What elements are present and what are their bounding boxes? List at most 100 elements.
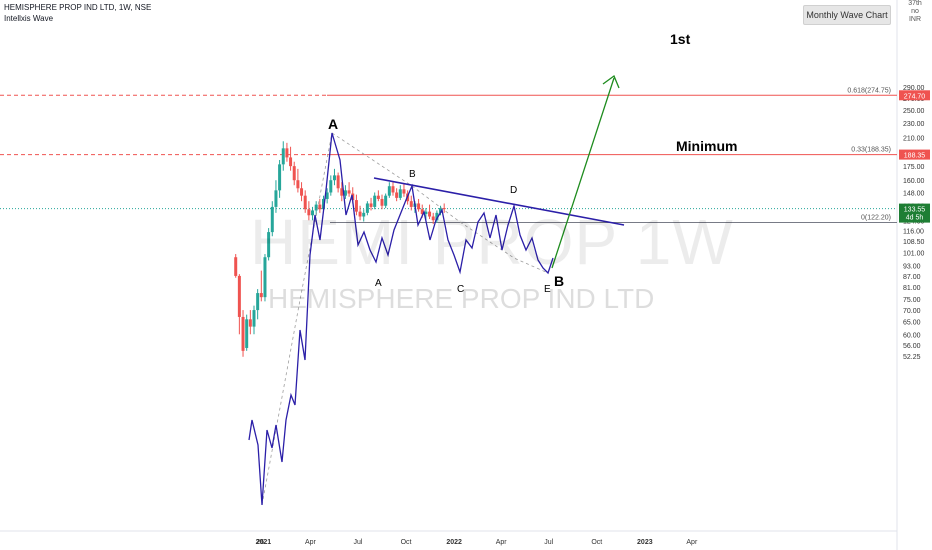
price-tick-label: 148.00 (903, 190, 925, 197)
candle-body[interactable] (245, 319, 249, 348)
candle-body[interactable] (248, 319, 252, 327)
projection-arrow[interactable] (551, 77, 615, 269)
candle-body[interactable] (398, 189, 402, 198)
candle-body[interactable] (307, 209, 311, 216)
candle-body[interactable] (420, 209, 424, 215)
candle-body[interactable] (428, 211, 432, 217)
candle-body[interactable] (354, 200, 358, 212)
candle-body[interactable] (311, 210, 315, 216)
candle-body[interactable] (252, 310, 256, 327)
candle-body[interactable] (256, 293, 260, 311)
candle-body[interactable] (384, 195, 388, 206)
candle-body[interactable] (270, 206, 274, 233)
sub-wave-label: E (544, 284, 551, 295)
candle-body[interactable] (321, 198, 325, 210)
candle-body[interactable] (267, 232, 271, 258)
candle-body[interactable] (241, 316, 245, 351)
time-tick-label: Oct (401, 539, 412, 546)
level-price-tag (899, 90, 930, 101)
sub-wave-label: A (375, 278, 382, 289)
candle-body[interactable] (373, 195, 377, 207)
bar-countdown-text: 4d 5h (906, 215, 924, 222)
level-price-tag (899, 149, 930, 160)
time-tick-label: 2021 (256, 539, 272, 546)
candle-body[interactable] (263, 257, 267, 298)
candle-body[interactable] (391, 186, 395, 193)
fib-level-label: 0.618(274.75) (847, 87, 891, 94)
price-tick-label: 210.00 (903, 136, 925, 143)
candle-body[interactable] (439, 208, 443, 213)
price-tick-label: 101.00 (903, 250, 925, 257)
fib-level-label: 0.33(188.35) (851, 147, 891, 154)
candle-body[interactable] (234, 257, 238, 276)
candle-body[interactable] (278, 164, 282, 191)
target-label-minimum: Minimum (676, 138, 737, 154)
candle-body[interactable] (362, 212, 366, 217)
wave-label-major-a: A (328, 116, 338, 132)
symbol-legend[interactable]: HEMISPHERE PROP IND LTD, 1W, NSE (4, 3, 152, 12)
candle-body[interactable] (237, 275, 241, 317)
price-tick-label: 56.00 (903, 343, 921, 350)
time-tick-label: 26 (256, 539, 264, 546)
candle-body[interactable] (274, 190, 278, 207)
candle-body[interactable] (289, 157, 293, 167)
triangle-trendline[interactable] (373, 177, 625, 226)
candle-body[interactable] (292, 166, 296, 181)
candle-body[interactable] (259, 293, 263, 298)
price-tick-label: 60.00 (903, 332, 921, 339)
candle-body[interactable] (336, 175, 340, 189)
candle-body[interactable] (343, 190, 347, 196)
candle-body[interactable] (358, 211, 362, 217)
candle-body[interactable] (318, 204, 322, 210)
level-price-tag-text: 188.35 (904, 153, 926, 160)
wave-zigzag[interactable] (248, 132, 554, 506)
time-tick-label: Oct (591, 539, 602, 546)
price-tick-label: 290.00 (903, 85, 925, 92)
candle-body[interactable] (387, 186, 391, 196)
candle-body[interactable] (376, 195, 380, 199)
candle-body[interactable] (296, 180, 300, 189)
price-tick-label: 108.50 (903, 239, 925, 246)
currency-line-2: INR (908, 16, 922, 23)
candle-body[interactable] (300, 188, 304, 196)
price-tick-label: 93.00 (903, 263, 921, 270)
time-tick-label: 2023 (637, 539, 653, 546)
indicator-legend[interactable]: Intellxis Wave (4, 14, 54, 23)
price-tick-label: 116.00 (903, 229, 924, 236)
candle-body[interactable] (395, 192, 399, 198)
candle-body[interactable] (303, 195, 307, 210)
candle-body[interactable] (325, 192, 329, 199)
time-tick-label: Apr (686, 539, 698, 546)
price-tick-label: 250.00 (903, 108, 925, 115)
candle-body[interactable] (369, 203, 373, 207)
price-tick-label: 87.00 (903, 274, 921, 281)
candle-body[interactable] (380, 198, 384, 206)
currency-line-1: 37th no (908, 0, 922, 15)
candle-body[interactable] (332, 175, 336, 181)
candle-body[interactable] (431, 216, 435, 221)
monthly-wave-chart-button[interactable]: Monthly Wave Chart (803, 5, 891, 25)
currency-label: 37th no INR (904, 0, 926, 24)
candle-body[interactable] (281, 148, 285, 165)
candle-body[interactable] (435, 212, 439, 221)
price-tick-label: 75.00 (903, 297, 921, 304)
candle-body[interactable] (329, 180, 333, 193)
candle-body[interactable] (347, 190, 351, 194)
candle-body[interactable] (365, 203, 369, 213)
sub-wave-label: B (409, 169, 416, 180)
candle-body[interactable] (285, 148, 289, 158)
candle-body[interactable] (340, 188, 344, 196)
candle-body[interactable] (314, 204, 318, 211)
sub-wave-label: C (457, 284, 464, 295)
price-tick-label: 160.00 (903, 178, 925, 185)
price-tick-label: 65.00 (903, 320, 921, 327)
candle-body[interactable] (409, 201, 413, 207)
candle-body[interactable] (402, 189, 406, 194)
price-tick-label: 230.00 (903, 121, 925, 128)
candle-body[interactable] (424, 211, 428, 215)
candle-body[interactable] (442, 208, 446, 210)
time-tick-label: Apr (305, 539, 317, 546)
candle-body[interactable] (417, 203, 421, 210)
sub-wave-label: D (510, 185, 517, 196)
